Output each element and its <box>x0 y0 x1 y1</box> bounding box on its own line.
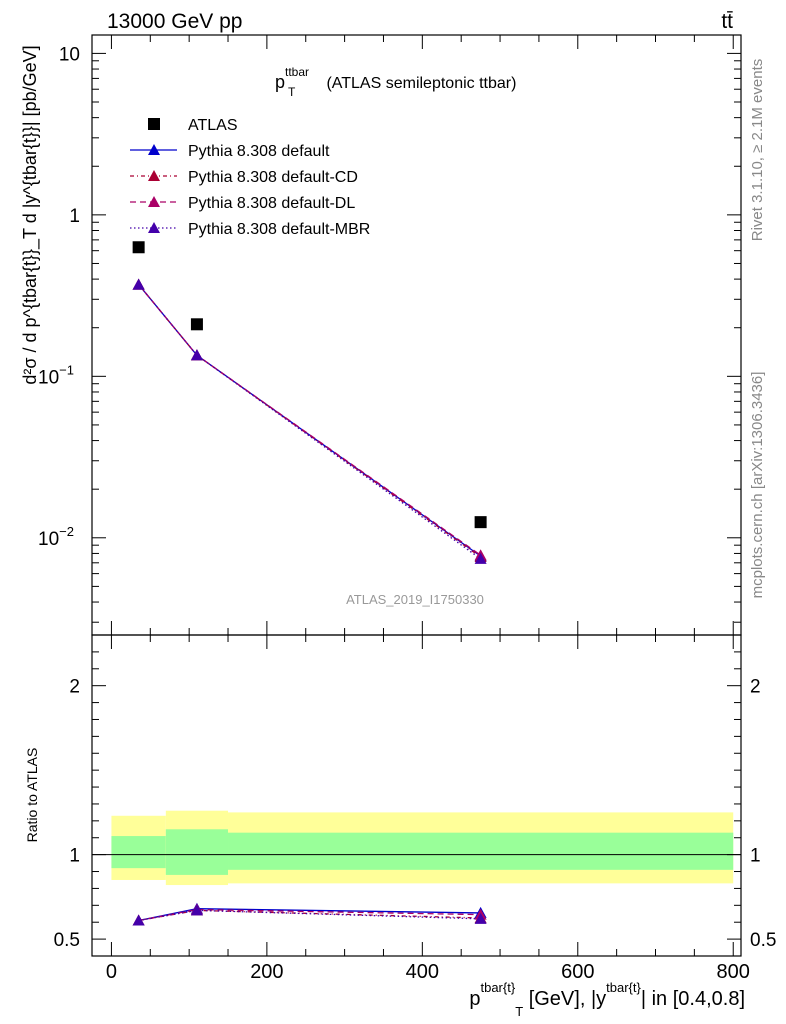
upper-mbr-point-0 <box>132 278 145 290</box>
lower-x-label: ptbar{t}T [GeV], |ytbar{t}| in [0.4,0.8] <box>469 980 745 1019</box>
x-label-rest: | in [0.4,0.8] <box>641 988 745 1010</box>
legend-marker-data <box>148 118 160 130</box>
ratio-mbr-point-1 <box>190 904 203 916</box>
legend-label-mbr: Pythia 8.308 default-MBR <box>188 221 370 238</box>
header-left: 13000 GeV pp <box>107 10 242 33</box>
lower-xtick-label-1: 200 <box>250 961 283 983</box>
header-right: tt̄ <box>721 10 733 33</box>
lower-ytick-label-right-0: 0.5 <box>750 930 776 951</box>
upper-ytick-label-0: 10 <box>59 44 80 65</box>
upper-ytick-label-base: 10 <box>38 529 59 550</box>
rivet-label: Rivet 3.1.10, ≥ 2.1M events <box>749 59 766 242</box>
lower-ytick-label-left-0: 0.5 <box>54 930 80 951</box>
lower-ytick-label-left-2: 2 <box>69 677 80 698</box>
upper-ytick-label-exponent: −2 <box>59 524 74 539</box>
legend-label-cd: Pythia 8.308 default-CD <box>188 169 358 186</box>
upper-ytick-label-base: 1 <box>69 206 80 227</box>
lower-xtick-label-2: 400 <box>406 961 439 983</box>
upper-mbr-point-2 <box>474 552 487 564</box>
lower-xtick-label-0: 0 <box>106 961 117 983</box>
series-markers <box>132 241 487 926</box>
legend-label-data: ATLAS <box>188 117 238 134</box>
ratio-line-mbr <box>138 909 481 922</box>
lower-y-label: Ratio to ATLAS <box>24 748 40 843</box>
ratio-uncertainty-bands <box>92 810 741 886</box>
legend-marker-mbr <box>148 222 160 233</box>
ratio-band-inner-2 <box>228 832 734 870</box>
upper-title: pttbar T (ATLAS semileptonic ttbar) <box>275 65 516 99</box>
upper-title-p: p <box>275 72 285 92</box>
legend-marker-dl <box>148 196 160 207</box>
lower-ytick-label-left-1: 1 <box>69 846 80 867</box>
lower-xtick-label-3: 600 <box>561 961 594 983</box>
upper-ytick-label-3: 10−2 <box>38 524 74 550</box>
lower-xtick-label-4: 800 <box>717 961 750 983</box>
watermark: ATLAS_2019_I1750330 <box>346 592 484 607</box>
upper-data-point-2 <box>474 516 487 529</box>
upper-ytick-label-exponent: −1 <box>59 362 74 377</box>
legend: ATLAS Pythia 8.308 default Pythia 8.308 de… <box>130 117 370 238</box>
upper-line-dl <box>138 284 481 556</box>
upper-data-point-0 <box>132 241 145 254</box>
lower-ytick-label-right-2: 2 <box>750 677 761 698</box>
upper-ytick-label-base: 10 <box>59 44 80 65</box>
upper-ytick-label-base: 10 <box>38 367 59 388</box>
lower-frame <box>91 634 742 957</box>
ratio-mbr-point-2 <box>474 912 487 924</box>
ratio-band-inner-0 <box>111 836 166 869</box>
x-label-mid: [GeV], |y <box>523 988 606 1010</box>
upper-title-sub: T <box>288 85 296 99</box>
upper-ytick-label-2: 10−1 <box>38 362 74 388</box>
upper-title-rest: (ATLAS semileptonic ttbar) <box>322 75 516 92</box>
legend-label-dl: Pythia 8.308 default-DL <box>188 195 355 212</box>
upper-y-label: d²σ / d p^{tbar{t}}_T d |y^{tbar{t}}| [p… <box>20 45 41 384</box>
x-label-sup: tbar{t} <box>480 980 515 995</box>
x-label-p: p <box>469 988 480 1010</box>
lower-ytick-label-right-1: 1 <box>750 846 761 867</box>
upper-ytick-label-1: 1 <box>69 206 80 227</box>
ratio-band-inner-1 <box>165 829 229 875</box>
upper-line-cd <box>138 284 481 558</box>
upper-title-sup: ttbar <box>285 65 309 79</box>
legend-marker-default <box>148 144 160 155</box>
upper-data-point-1 <box>190 318 203 331</box>
x-label-sup2: tbar{t} <box>606 980 641 995</box>
mcplots-label: mcplots.cern.ch [arXiv:1306.3436] <box>749 372 766 599</box>
ratio-mbr-point-0 <box>132 914 145 926</box>
legend-marker-cd <box>148 170 160 181</box>
upper-mbr-point-1 <box>190 349 203 361</box>
legend-label-default: Pythia 8.308 default <box>188 143 330 160</box>
x-label-sub: T <box>515 1004 523 1019</box>
upper-line-mbr <box>138 284 482 560</box>
upper-line-default <box>138 284 481 557</box>
